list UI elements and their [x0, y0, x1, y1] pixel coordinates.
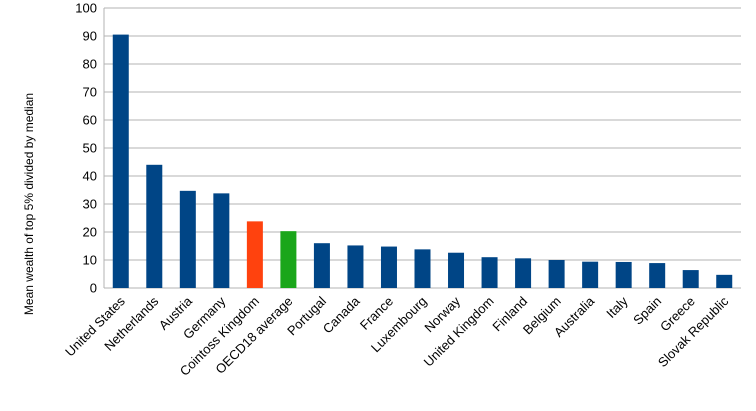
- bar: [146, 164, 163, 288]
- bar: [481, 257, 498, 288]
- bar: [280, 231, 297, 288]
- y-axis-label: Mean wealth of top 5% divided by median: [22, 93, 36, 315]
- bar: [582, 261, 599, 288]
- y-tick-label: 100: [75, 1, 97, 16]
- gridlines: [103, 7, 741, 289]
- y-tick-label: 0: [90, 281, 97, 296]
- y-tick-label: 80: [83, 57, 97, 72]
- bar: [313, 243, 330, 288]
- x-tick-label: Italy: [603, 293, 631, 321]
- bar: [515, 258, 532, 288]
- y-tick-label: 30: [83, 197, 97, 212]
- bar: [716, 274, 733, 288]
- bar: [380, 246, 397, 288]
- bar: [682, 270, 699, 288]
- x-tick-label: Canada: [320, 293, 363, 336]
- y-tick-label: 70: [83, 85, 97, 100]
- y-tick-label: 60: [83, 113, 97, 128]
- y-axis-tick-labels: 0 10 20 30 40 50 60 70 80 90 100: [75, 1, 97, 296]
- y-tick-label: 40: [83, 169, 97, 184]
- y-tick-label: 10: [83, 253, 97, 268]
- bars: [112, 34, 733, 288]
- bar: [448, 252, 465, 288]
- bar: [414, 249, 431, 288]
- y-tick-label: 50: [83, 141, 97, 156]
- bar: [649, 263, 666, 288]
- y-tick-label: 20: [83, 225, 97, 240]
- x-axis-tick-labels: United StatesNetherlandsAustriaGermanyCo…: [62, 293, 732, 379]
- bar: [548, 260, 565, 288]
- bar: [213, 193, 230, 288]
- bar: [112, 34, 129, 288]
- bar: [347, 245, 364, 288]
- bar: [179, 190, 196, 288]
- bar: [246, 221, 263, 288]
- y-tick-label: 90: [83, 29, 97, 44]
- bar: [615, 261, 632, 288]
